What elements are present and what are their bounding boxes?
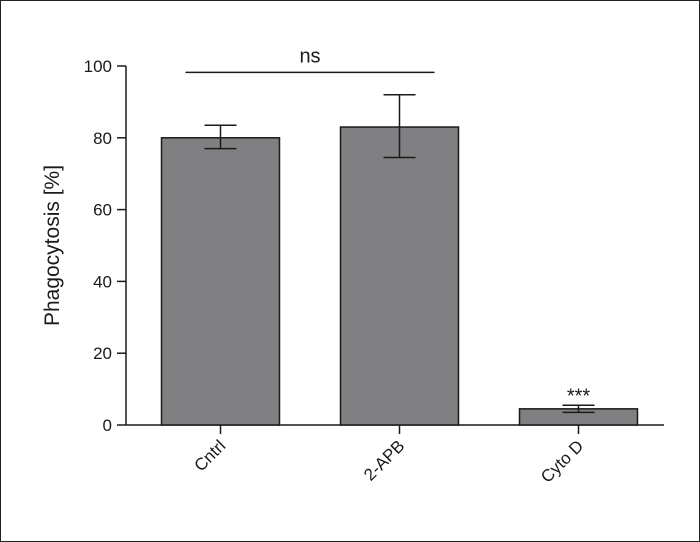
x-tick-label: 2-APB (360, 436, 408, 484)
y-axis-label: Phagocytosis [%] (41, 165, 64, 326)
y-tick-label: 0 (103, 416, 112, 435)
error-bars (204, 93, 595, 414)
y-tick-label: 60 (93, 201, 112, 220)
y-axis: 0 20 40 60 80 100 (84, 57, 127, 435)
significance-label-ns: ns (299, 45, 320, 67)
y-tick-label: 80 (93, 129, 112, 148)
y-tick-label: 20 (93, 344, 112, 363)
y-tick-label: 40 (93, 272, 112, 291)
x-axis: Cntrl 2-APB Cyto D (126, 424, 664, 487)
x-tick-label: Cyto D (537, 436, 587, 486)
y-tick-label: 100 (84, 57, 112, 76)
annotations: ns *** (185, 45, 591, 407)
bar-2-apb (339, 126, 460, 426)
bars (160, 126, 639, 426)
bar-cntrl (160, 137, 281, 426)
x-tick-label: Cntrl (191, 436, 230, 475)
significance-label-stars: *** (567, 385, 591, 407)
